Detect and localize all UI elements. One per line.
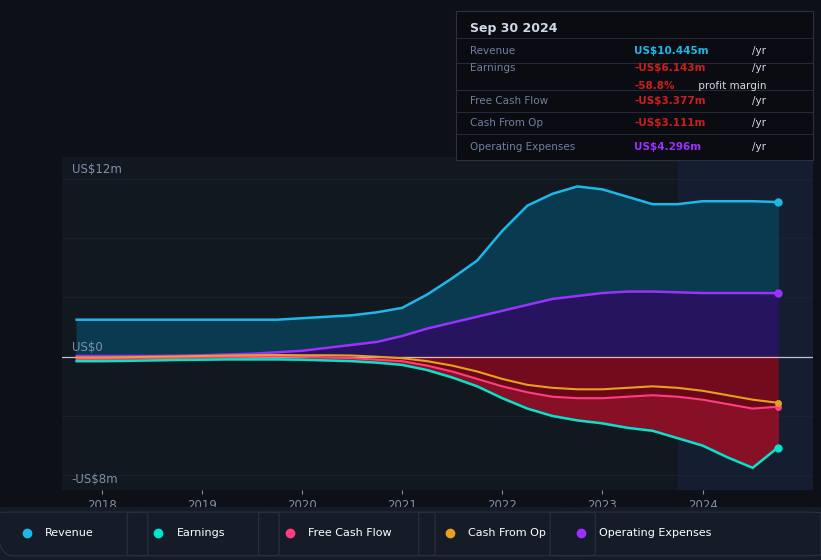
Text: US$0: US$0 bbox=[71, 342, 103, 354]
Text: /yr: /yr bbox=[752, 45, 766, 55]
Text: Cash From Op: Cash From Op bbox=[468, 529, 546, 538]
Text: Revenue: Revenue bbox=[470, 45, 515, 55]
Text: /yr: /yr bbox=[752, 118, 766, 128]
Text: -US$8m: -US$8m bbox=[71, 473, 118, 486]
Text: -US$6.143m: -US$6.143m bbox=[635, 63, 706, 73]
Text: -US$3.111m: -US$3.111m bbox=[635, 118, 705, 128]
Text: Free Cash Flow: Free Cash Flow bbox=[308, 529, 392, 538]
Text: -US$3.377m: -US$3.377m bbox=[635, 96, 706, 106]
Text: profit margin: profit margin bbox=[695, 81, 767, 91]
Text: /yr: /yr bbox=[752, 142, 766, 152]
Text: US$4.296m: US$4.296m bbox=[635, 142, 701, 152]
Text: Operating Expenses: Operating Expenses bbox=[599, 529, 712, 538]
Text: Free Cash Flow: Free Cash Flow bbox=[470, 96, 548, 106]
Bar bbox=[677, 157, 813, 490]
Text: US$10.445m: US$10.445m bbox=[635, 45, 709, 55]
Text: Cash From Op: Cash From Op bbox=[470, 118, 543, 128]
Text: /yr: /yr bbox=[752, 96, 766, 106]
Text: Earnings: Earnings bbox=[177, 529, 225, 538]
Text: Sep 30 2024: Sep 30 2024 bbox=[470, 22, 557, 35]
Text: Operating Expenses: Operating Expenses bbox=[470, 142, 576, 152]
Text: -58.8%: -58.8% bbox=[635, 81, 675, 91]
Text: Earnings: Earnings bbox=[470, 63, 516, 73]
Text: Revenue: Revenue bbox=[45, 529, 94, 538]
Text: /yr: /yr bbox=[752, 63, 766, 73]
Text: US$12m: US$12m bbox=[71, 163, 122, 176]
